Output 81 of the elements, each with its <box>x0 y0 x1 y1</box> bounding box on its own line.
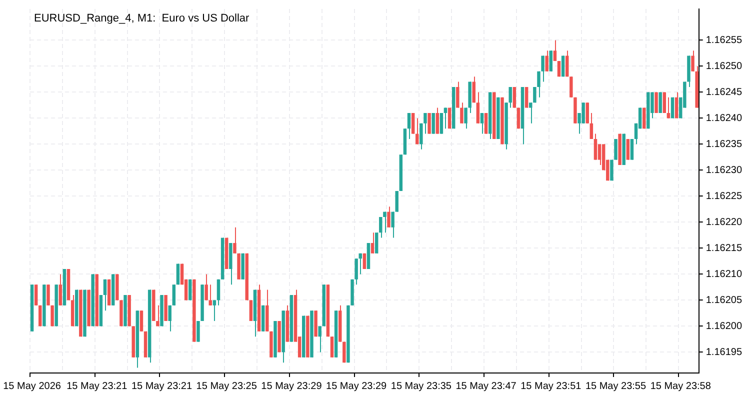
y-tick-label: 1.16230 <box>706 164 742 176</box>
x-tick-label: 15 May 23:25 <box>196 380 258 392</box>
x-tick-label: 15 May 23:21 <box>66 380 128 392</box>
candlestick <box>318 326 322 353</box>
candlestick <box>444 107 448 130</box>
candlestick <box>330 336 334 358</box>
candlestick <box>626 138 630 160</box>
candlestick <box>374 232 378 254</box>
x-tick-label: 15 May 2026 <box>3 380 62 392</box>
y-tick-label: 1.16195 <box>706 346 742 358</box>
candlestick <box>524 86 528 108</box>
candlestick <box>512 86 516 108</box>
y-tick-label: 1.16255 <box>706 34 742 46</box>
candlestick <box>387 206 390 228</box>
candlestick <box>549 50 553 72</box>
y-tick-label: 1.16250 <box>706 60 742 72</box>
x-tick-label: 15 May 23:35 <box>390 380 452 392</box>
y-tick-label: 1.16215 <box>706 242 742 254</box>
candlestick <box>358 252 362 275</box>
candlestick <box>476 92 480 124</box>
candlestick <box>565 50 569 78</box>
candlestick <box>436 107 440 134</box>
y-tick-label: 1.16220 <box>706 216 742 228</box>
x-tick-label: 15 May 23:21 <box>131 380 192 392</box>
candlestick <box>480 112 484 134</box>
candlestick <box>407 112 411 140</box>
x-tick-label: 15 May 23:29 <box>261 380 322 392</box>
candlestick <box>233 226 236 254</box>
candlestick <box>666 96 670 119</box>
candlestick <box>34 284 38 306</box>
candlestick <box>383 211 386 234</box>
candlestick <box>58 274 62 306</box>
candlestick <box>472 76 476 104</box>
candlestick <box>557 60 561 78</box>
candlestick <box>674 92 678 119</box>
candlestick <box>553 40 557 62</box>
x-tick-label: 15 May 23:51 <box>520 380 582 392</box>
candlestick <box>440 112 444 134</box>
candlestick <box>411 112 415 134</box>
candlestick <box>484 112 488 134</box>
candlestick <box>172 284 176 306</box>
x-tick-label: 15 May 23:58 <box>650 380 712 392</box>
candlestick <box>391 211 394 238</box>
candlestick <box>216 278 220 306</box>
candlestick <box>594 133 598 160</box>
x-tick-label: 15 May 23:55 <box>585 380 646 392</box>
candlestick <box>420 122 423 150</box>
candlestick <box>204 274 208 301</box>
candlestick <box>354 258 358 286</box>
candlestick <box>156 304 160 327</box>
x-tick-label: 15 May 23:47 <box>456 380 517 392</box>
candlestick <box>168 304 172 332</box>
candlestick <box>662 92 666 114</box>
y-tick-label: 1.16225 <box>706 190 742 202</box>
candlestick <box>208 284 212 306</box>
y-tick-label: 1.16205 <box>706 294 742 306</box>
y-tick-label: 1.16240 <box>706 112 742 124</box>
y-tick-label: 1.16245 <box>706 86 742 98</box>
candlestick <box>529 102 532 124</box>
candlestick <box>508 86 512 108</box>
candlestick <box>212 300 216 322</box>
candlestick <box>379 216 382 238</box>
y-tick-label: 1.16235 <box>706 138 742 150</box>
candlestick <box>140 310 144 332</box>
y-tick-label: 1.16200 <box>706 320 742 332</box>
candlestick <box>537 70 540 98</box>
candlestick <box>370 232 374 254</box>
candlestick <box>103 278 107 312</box>
candlestick <box>541 55 544 82</box>
chart-title: EURUSD_Range_4, M1: Euro vs US Dollar <box>34 12 250 25</box>
y-tick-label: 1.16210 <box>706 268 742 280</box>
candlestick <box>464 107 468 130</box>
candlestick <box>460 102 464 124</box>
candlestick <box>249 300 253 322</box>
candlestick <box>691 50 694 72</box>
candlestick <box>630 138 634 160</box>
candlestick <box>456 81 460 108</box>
x-tick-label: 15 May 23:29 <box>326 380 388 392</box>
candlestick <box>424 112 427 134</box>
candlestick <box>590 112 594 140</box>
candlestick <box>545 50 548 72</box>
